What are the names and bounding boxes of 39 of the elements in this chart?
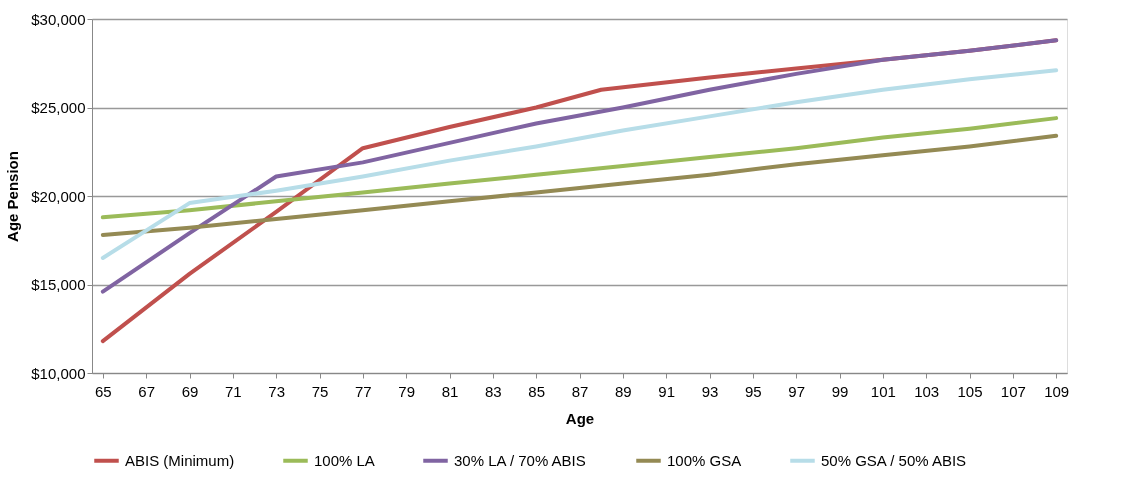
x-tick-label: 103 — [914, 382, 940, 400]
legend-label: 30% LA / 70% ABIS — [454, 451, 586, 469]
x-tick-label: 79 — [398, 382, 416, 400]
x-tick-label: 81 — [441, 382, 459, 400]
x-tick-label: 69 — [181, 382, 199, 400]
x-tick-label: 67 — [138, 382, 156, 400]
x-tick-label: 73 — [268, 382, 286, 400]
y-axis-title: Age Pension — [4, 151, 22, 242]
legend-label: 100% LA — [314, 451, 375, 469]
x-tick-label: 65 — [94, 382, 112, 400]
x-tick-label: 99 — [831, 382, 849, 400]
legend-label: ABIS (Minimum) — [125, 451, 235, 469]
x-tick-label: 77 — [354, 382, 372, 400]
line-series — [100, 133, 1059, 237]
legend-label: 50% GSA / 50% ABIS — [821, 451, 967, 469]
y-tick-label: $15,000 — [31, 276, 86, 293]
x-tick-label: 101 — [870, 382, 896, 400]
x-tick-label: 71 — [224, 382, 242, 400]
x-tick-label: 95 — [744, 382, 762, 400]
x-tick-label: 89 — [614, 382, 632, 400]
y-tick-label: $25,000 — [31, 99, 86, 116]
x-tick-label: 83 — [484, 382, 502, 400]
y-tick-label: $30,000 — [31, 10, 86, 28]
x-tick-label: 97 — [788, 382, 806, 400]
x-tick-label: 85 — [528, 382, 546, 400]
line-series — [100, 116, 1059, 220]
x-tick-label: 93 — [701, 382, 719, 400]
x-tick-label: 87 — [571, 382, 589, 400]
legend-label: 100% GSA — [667, 451, 742, 469]
y-tick-label: $10,000 — [31, 364, 86, 382]
x-tick-label: 109 — [1044, 382, 1070, 400]
line-series — [100, 68, 1059, 260]
x-axis-title: Age — [565, 409, 595, 427]
y-tick-label: $20,000 — [31, 187, 86, 205]
x-tick-label: 105 — [957, 382, 983, 400]
line-series — [100, 38, 1059, 294]
x-tick-label: 91 — [658, 382, 676, 400]
x-tick-label: 75 — [311, 382, 329, 400]
x-tick-label: 107 — [1000, 382, 1026, 400]
